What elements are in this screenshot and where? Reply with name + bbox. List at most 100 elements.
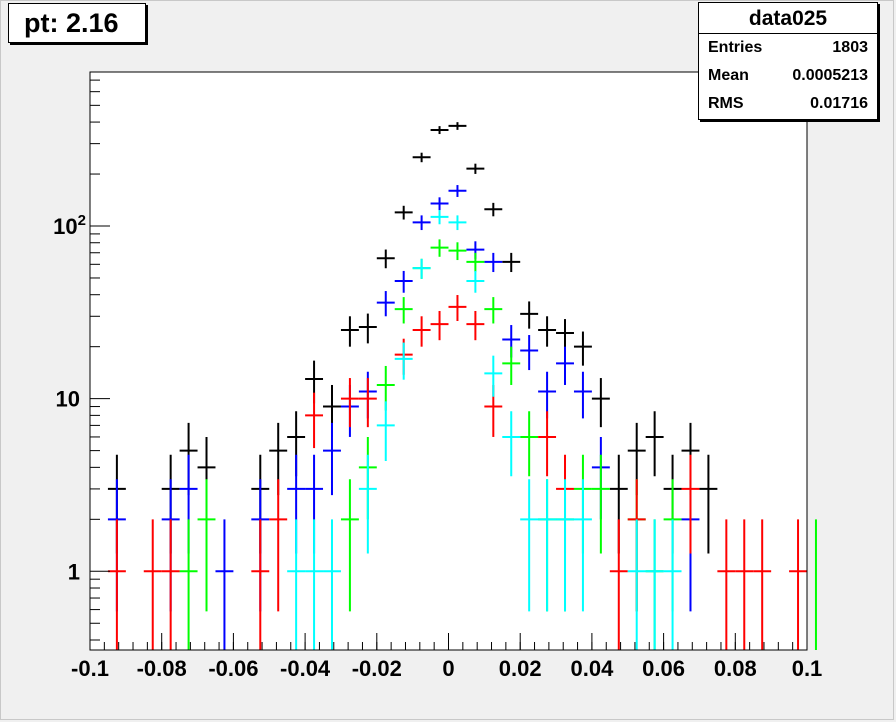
data-point — [143, 519, 162, 650]
data-point — [358, 378, 377, 428]
axes: -0.1 -0.08 -0.06 -0.04 -0.02 0 0.02 0.04 0.06 0.0… — [53, 79, 823, 681]
data-point — [448, 185, 467, 197]
data-point — [573, 479, 592, 612]
data-point — [107, 519, 126, 650]
data-point — [591, 378, 610, 428]
series-layer — [107, 122, 817, 650]
data-point — [430, 210, 449, 225]
data-point — [251, 519, 270, 650]
data-point — [412, 215, 431, 231]
data-point — [663, 519, 682, 650]
stats-row-entries: Entries 1803 — [699, 34, 877, 62]
data-point — [394, 297, 413, 324]
data-point — [735, 519, 754, 650]
data-point — [502, 252, 521, 273]
data-point — [538, 479, 557, 612]
data-point — [466, 310, 485, 341]
stats-value: 0.01716 — [810, 95, 868, 112]
data-point — [466, 270, 485, 293]
x-tick-label: -0.06 — [208, 656, 258, 681]
x-tick-label: -0.1 — [71, 656, 109, 681]
data-point — [538, 371, 557, 419]
data-point — [520, 301, 539, 329]
x-tick-label: 0.06 — [642, 656, 685, 681]
data-point — [358, 454, 377, 554]
data-point — [448, 215, 467, 231]
data-point — [502, 411, 521, 477]
data-point — [538, 411, 557, 477]
y-tick-label: 1 — [68, 559, 80, 584]
data-point — [699, 454, 718, 554]
data-point — [412, 316, 431, 347]
data-point — [466, 252, 485, 273]
title-text: pt: 2.16 — [24, 8, 119, 38]
data-point — [681, 454, 700, 554]
plot-frame — [90, 72, 807, 650]
stats-row-rms: RMS 0.01716 — [699, 90, 877, 118]
data-point — [814, 519, 817, 650]
data-point — [645, 411, 664, 477]
data-point — [305, 392, 324, 449]
data-point — [789, 519, 807, 650]
data-point — [179, 519, 198, 650]
y-tick-label: 10 — [56, 387, 80, 412]
data-point — [269, 479, 288, 612]
stats-label: Entries — [708, 39, 763, 56]
data-point — [591, 454, 610, 554]
x-tick-label: 0 — [442, 656, 454, 681]
data-point — [484, 252, 503, 273]
series-3 — [107, 295, 807, 650]
data-point — [609, 519, 628, 650]
data-point — [412, 258, 431, 279]
data-point — [753, 519, 772, 650]
series-4 — [287, 210, 682, 650]
data-point — [376, 291, 395, 317]
x-tick-label: -0.08 — [137, 656, 187, 681]
data-point — [573, 371, 592, 419]
data-point — [340, 378, 359, 428]
stats-label: Mean — [708, 67, 749, 84]
data-point — [305, 519, 324, 650]
data-point — [430, 239, 449, 257]
data-point — [430, 310, 449, 341]
y-tick-label: 102 — [53, 212, 86, 239]
data-point — [394, 270, 413, 293]
data-point — [394, 205, 413, 220]
data-point — [323, 519, 341, 650]
x-tick-label: 0.08 — [714, 656, 757, 681]
title-box: pt: 2.16 — [8, 3, 146, 43]
data-point — [448, 242, 467, 261]
x-tick-label: -0.04 — [280, 656, 331, 681]
data-point — [717, 519, 736, 650]
stats-row-mean: Mean 0.0005213 — [699, 62, 877, 90]
data-point — [627, 519, 646, 650]
data-point — [215, 519, 234, 650]
x-tick-label: 0.1 — [792, 656, 823, 681]
data-point — [520, 479, 539, 612]
stats-label: RMS — [708, 95, 744, 112]
data-point — [394, 342, 413, 380]
data-point — [376, 249, 395, 269]
data-point — [358, 313, 377, 344]
stats-title: data025 — [699, 3, 877, 34]
data-point — [556, 479, 574, 612]
data-point — [161, 519, 180, 650]
data-point — [484, 202, 503, 217]
data-point — [340, 479, 359, 612]
data-point — [448, 122, 467, 130]
data-point — [287, 519, 306, 650]
data-point — [573, 331, 592, 366]
data-point — [502, 346, 521, 385]
data-point — [197, 479, 216, 612]
stats-value: 1803 — [832, 39, 868, 56]
data-point — [430, 197, 449, 211]
x-tick-label: 0.02 — [499, 656, 542, 681]
stats-box: data025 Entries 1803 Mean 0.0005213 RMS … — [698, 2, 878, 120]
data-point — [340, 316, 359, 347]
data-point — [520, 411, 539, 477]
data-point — [412, 152, 431, 163]
data-point — [323, 422, 341, 496]
data-point — [430, 126, 449, 135]
data-point — [538, 316, 557, 347]
